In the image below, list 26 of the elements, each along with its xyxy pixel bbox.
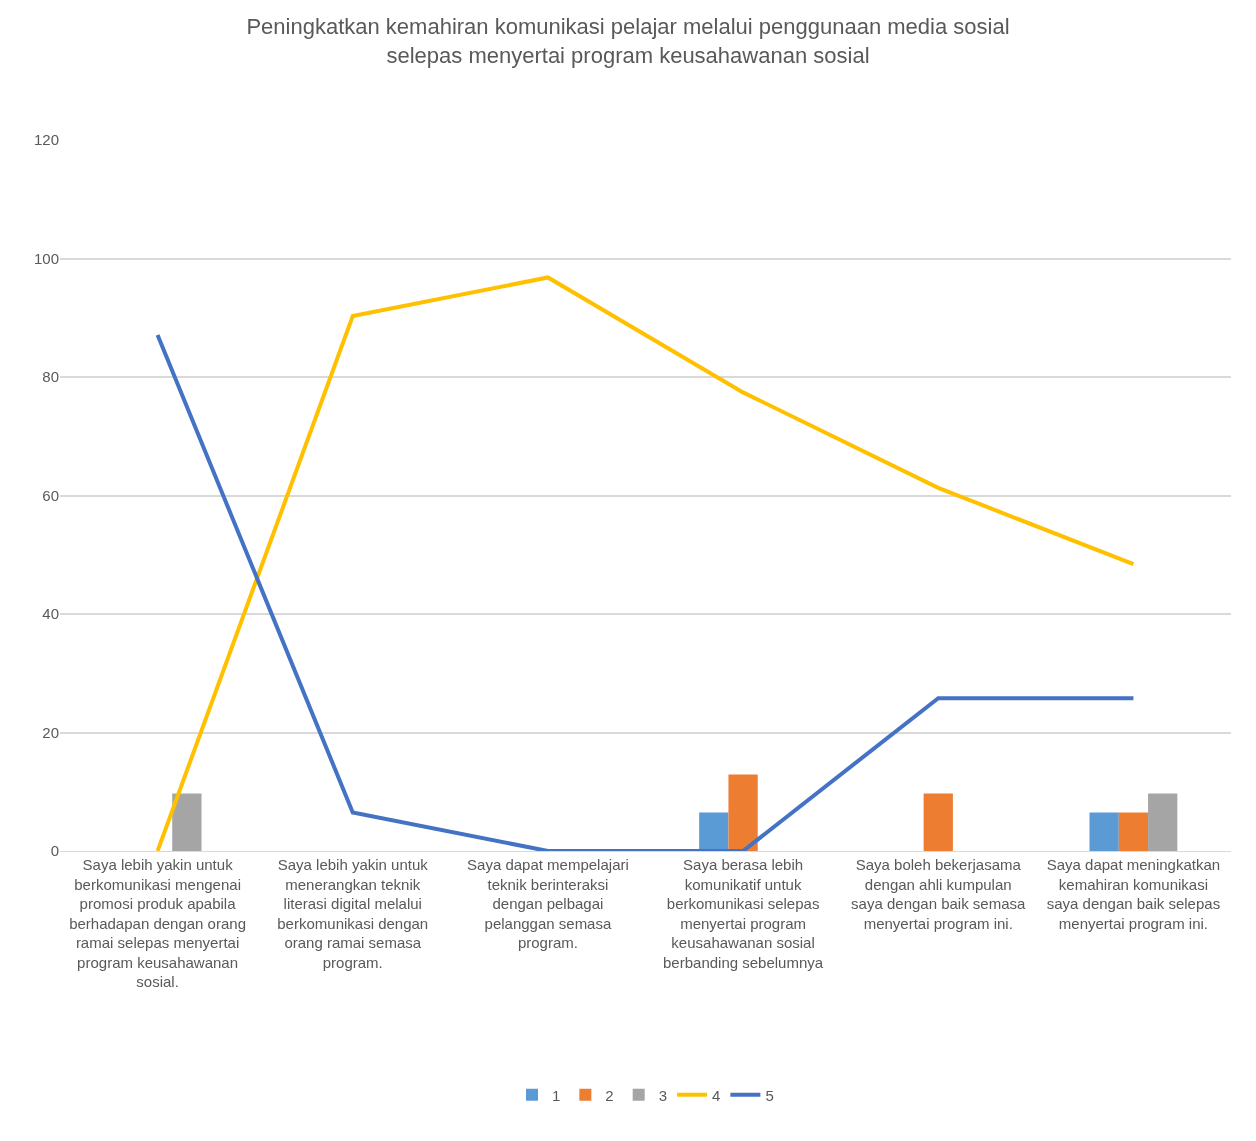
x-tick-label: Saya boleh bekerjasama dengan ahli kumpulan saya dengan baik semasa menyertai program ini. [851,856,1027,932]
x-tick-label: Saya dapat mempelajari teknik berinteraksi dengan pelbagai pelanggan semasa program. [467,856,629,951]
y-tick-label: 120 [33,131,59,149]
bar [699,812,729,851]
bar [923,793,953,851]
x-tick-label: Saya lebih yakin untuk menerangkan teknik literasi digital melalui berkomunikasi dengan orang ramai semasa program. [277,856,429,971]
bar [172,793,202,851]
x-tick-label: Saya dapat meningkatkan kemahiran komunikasi saya dengan baik selepas menyertai program ini. [1046,856,1221,932]
y-tick-label: 40 [42,605,59,623]
chart-title: Peningkatkan kemahiran komunikasi pelajar melalui penggunaan media sosial selepas menyertai program keusahawanan sosial [246,14,1010,68]
x-tick-label: Saya lebih yakin untuk berkomunikasi mengenai promosi produk apabila berhadapan dengan orang ramai selepas menyertai program keusahawanan sosial. [69,856,246,990]
y-tick-label: 100 [33,249,59,267]
legend-label: 5 [765,1086,774,1104]
legend-label: 4 [712,1086,721,1104]
bar [1118,812,1149,851]
y-tick-label: 0 [50,842,59,860]
x-tick-label: Saya berasa lebih komunikatif untuk berkomunikasi selepas menyertai program keusahawanan sosial berbanding sebelumnya [663,856,824,971]
y-tick-label: 80 [42,368,59,386]
legend-label: 2 [605,1086,614,1104]
legend-label: 3 [658,1086,668,1104]
legend-label: 1 [552,1086,561,1104]
y-tick-label: 20 [42,723,59,741]
bar [1148,793,1178,851]
bar [1089,812,1119,851]
bar [728,774,758,851]
y-tick-label: 60 [42,486,59,504]
